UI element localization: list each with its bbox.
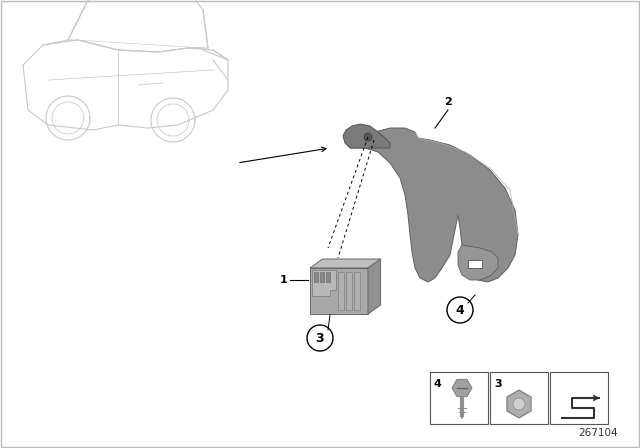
- Bar: [320, 272, 324, 282]
- Bar: [354, 272, 360, 310]
- Circle shape: [364, 133, 372, 141]
- Text: 4: 4: [434, 379, 442, 389]
- Bar: [338, 272, 344, 310]
- Text: 2: 2: [444, 97, 452, 107]
- Polygon shape: [343, 124, 390, 148]
- Polygon shape: [452, 379, 472, 396]
- Polygon shape: [458, 245, 498, 280]
- Polygon shape: [312, 270, 336, 296]
- Polygon shape: [507, 390, 531, 418]
- Bar: [550, 372, 608, 424]
- Bar: [326, 272, 330, 282]
- Polygon shape: [310, 259, 381, 268]
- Bar: [430, 372, 488, 424]
- Text: 3: 3: [316, 332, 324, 345]
- Bar: [314, 272, 318, 282]
- Bar: [490, 372, 548, 424]
- Text: 267104: 267104: [579, 428, 618, 438]
- Text: 3: 3: [494, 379, 502, 389]
- Text: 1: 1: [279, 275, 287, 285]
- Bar: [310, 268, 368, 314]
- Polygon shape: [350, 128, 518, 282]
- Circle shape: [307, 325, 333, 351]
- Bar: [468, 260, 482, 268]
- Bar: [346, 272, 352, 310]
- Text: 4: 4: [456, 303, 465, 316]
- Polygon shape: [368, 259, 381, 314]
- Circle shape: [513, 398, 525, 410]
- Circle shape: [447, 297, 473, 323]
